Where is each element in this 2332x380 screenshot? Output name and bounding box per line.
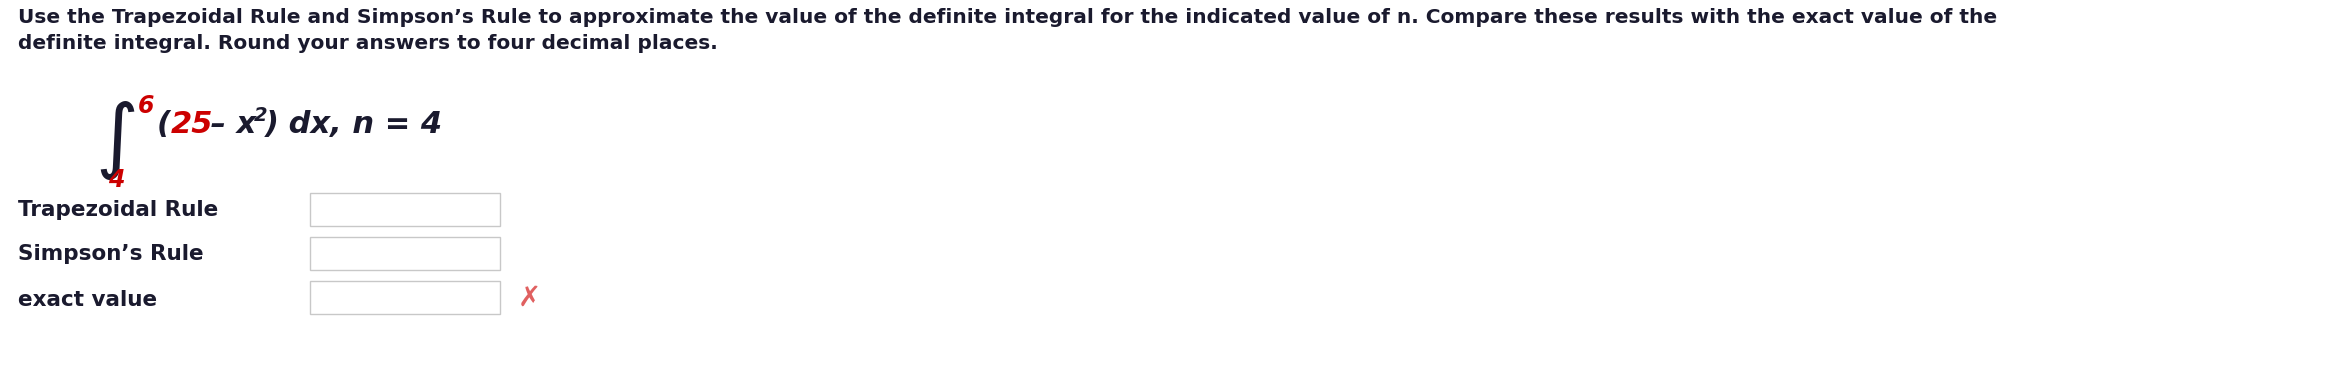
Text: definite integral. Round your answers to four decimal places.: definite integral. Round your answers to… <box>19 34 718 53</box>
Text: Use the Trapezoidal Rule and Simpson’s Rule to approximate the value of the defi: Use the Trapezoidal Rule and Simpson’s R… <box>19 8 1996 27</box>
Text: $\int$: $\int$ <box>96 100 135 182</box>
Text: Simpson’s Rule: Simpson’s Rule <box>19 244 203 264</box>
Text: Trapezoidal Rule: Trapezoidal Rule <box>19 200 219 220</box>
Text: ) dx, n = 4: ) dx, n = 4 <box>266 110 443 139</box>
Text: ✗: ✗ <box>518 283 541 312</box>
Text: 4: 4 <box>107 168 124 192</box>
Text: 2: 2 <box>254 106 268 125</box>
Text: 25: 25 <box>170 110 215 139</box>
Bar <box>310 281 499 314</box>
Bar <box>310 193 499 226</box>
Text: – x: – x <box>201 110 257 139</box>
Bar <box>310 237 499 270</box>
Text: (: ( <box>156 110 170 139</box>
Text: 6: 6 <box>138 94 154 118</box>
Text: exact value: exact value <box>19 290 156 310</box>
